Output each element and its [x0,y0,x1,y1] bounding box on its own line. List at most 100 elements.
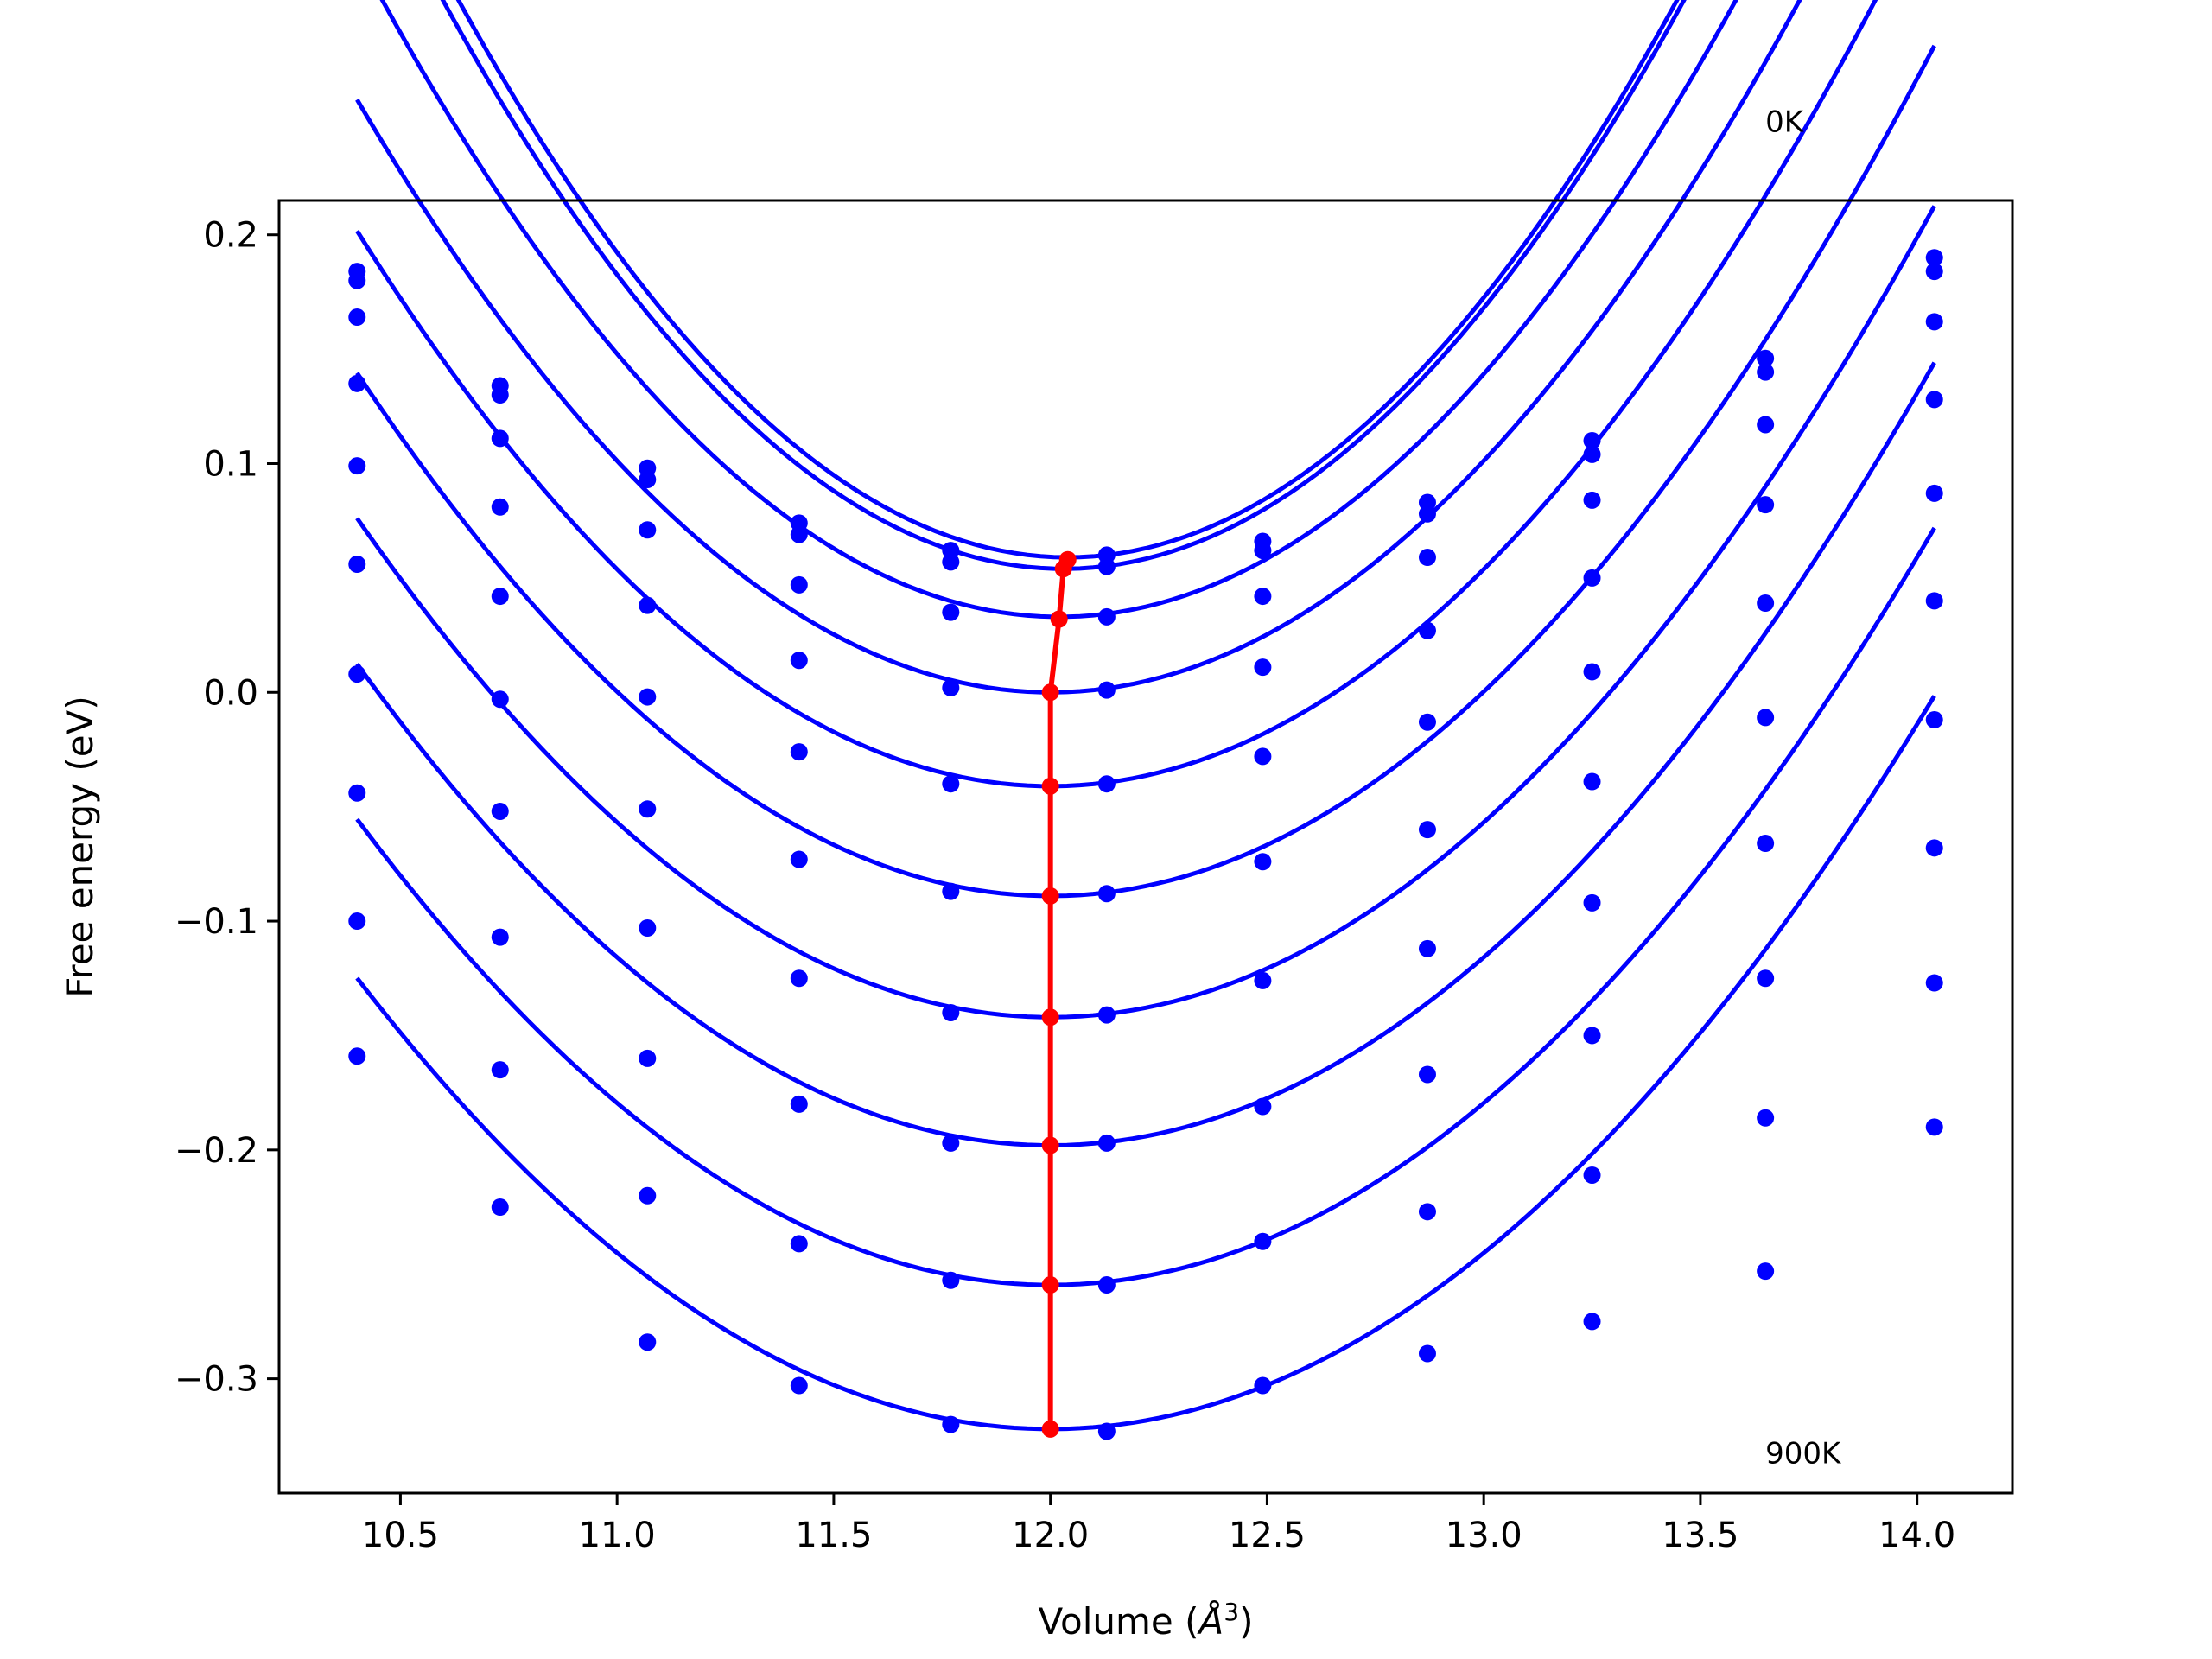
data-point [942,882,960,900]
data-point [1097,557,1116,575]
data-point [1925,313,1943,331]
data-point [1418,821,1436,839]
data-point [639,471,657,489]
data-point [790,1095,808,1113]
data-point [1757,835,1775,853]
data-point [1925,391,1943,409]
fit-curve-5 [355,44,1936,899]
data-point [1583,1027,1601,1045]
annotation-0k: 0K [1765,105,1805,140]
fit-curve-2 [379,0,1738,620]
data-point [790,652,808,670]
minimum-point [1041,683,1059,702]
data-point [1418,713,1436,731]
y-tick-label: −0.3 [175,1360,258,1400]
data-point [1757,709,1775,727]
data-point [942,1415,960,1433]
fit-curve-1 [440,0,1687,571]
data-point [491,498,509,516]
fit-curve-9 [355,695,1936,1432]
minimum-point [1041,1276,1059,1294]
data-point [1925,974,1943,992]
data-point [491,802,509,820]
minimum-point [1050,610,1068,628]
data-point [790,743,808,761]
data-point [1757,496,1775,514]
data-point [1097,885,1116,903]
y-axis-label: Free energy (eV) [59,696,101,998]
data-point [1583,1313,1601,1331]
fit-curve-4 [355,0,1878,789]
x-tick-label: 13.0 [1446,1516,1522,1555]
x-tick-label: 14.0 [1878,1516,1955,1555]
data-point [1583,772,1601,791]
data-point [942,1003,960,1021]
data-point [348,271,366,289]
data-point [1925,711,1943,729]
data-point [491,1061,509,1079]
minimum-point [1041,777,1059,795]
data-point [1583,491,1601,509]
minimum-point [1041,1136,1059,1154]
data-point [491,386,509,404]
x-tick-label: 11.0 [579,1516,656,1555]
data-point [790,575,808,594]
minimum-point [1041,1420,1059,1438]
data-point [942,603,960,621]
y-tick-label: 0.0 [203,673,258,713]
data-point [790,969,808,988]
data-point [1925,592,1943,610]
data-point [1254,658,1272,677]
data-point [491,928,509,946]
fit-curve-3 [355,0,1802,695]
x-tick-label: 11.5 [795,1516,872,1555]
data-point [639,1049,657,1067]
data-point [1254,971,1272,989]
data-point [790,1376,808,1395]
y-axis-ticks: −0.3 −0.2 −0.1 0.0 0.1 0.2 [175,216,279,1400]
x-tick-label: 12.0 [1012,1516,1089,1555]
data-point [942,678,960,696]
x-tick-label: 10.5 [362,1516,439,1555]
minima-line [1047,558,1071,1429]
data-point [1254,1232,1272,1250]
axes-frame [277,199,2014,1495]
data-point [1254,853,1272,871]
fit-curve-8 [355,526,1936,1287]
data-point [1757,1109,1775,1127]
data-point [1254,747,1272,766]
data-point [1097,1006,1116,1024]
data-point [348,784,366,802]
y-tick-label: 0.2 [203,216,258,256]
data-point [1254,542,1272,560]
data-point [639,688,657,706]
data-point [1418,1203,1436,1221]
x-tick-label: 12.5 [1229,1516,1306,1555]
x-tick-label: 13.5 [1662,1516,1738,1555]
data-point [1418,1065,1436,1084]
data-point [1925,263,1943,281]
data-point [1583,663,1601,681]
data-point [1583,1166,1601,1184]
data-point [1097,1134,1116,1152]
data-point [639,1186,657,1205]
data-point [348,308,366,327]
data-point [1254,1097,1272,1116]
fit-curve-0 [455,0,1680,560]
data-point [1097,1276,1116,1294]
minimum-point [1041,1008,1059,1027]
data-point [1757,416,1775,434]
data-point [1925,249,1943,267]
data-point [1757,363,1775,381]
y-tick-label: 0.1 [203,444,258,484]
x-axis-label: Volume (Å3) [1039,1598,1254,1643]
data-point [1757,349,1775,367]
data-point [1583,893,1601,912]
data-point [942,775,960,793]
minimum-point [1041,887,1059,905]
data-point [1097,1422,1116,1440]
annotation-900k: 900K [1765,1437,1842,1471]
data-point [942,553,960,571]
data-point [639,521,657,539]
data-point [1757,1262,1775,1281]
